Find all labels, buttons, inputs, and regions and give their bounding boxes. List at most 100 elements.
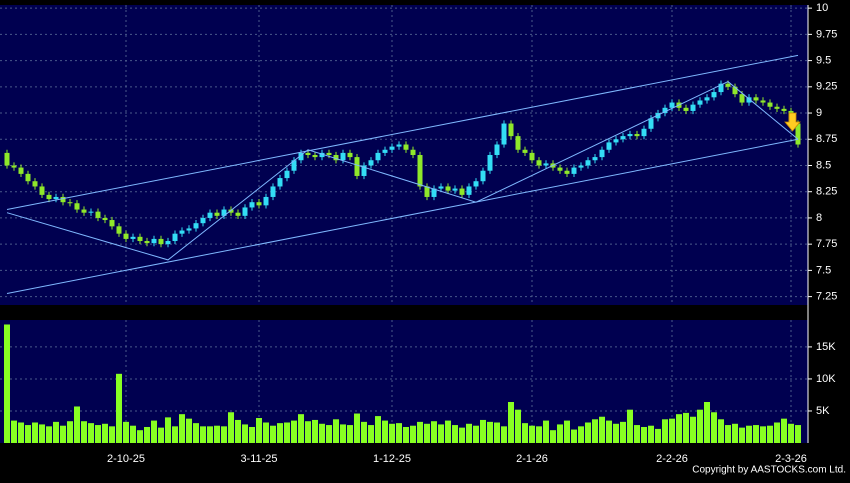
volume-bar — [340, 424, 346, 443]
candle-body — [277, 178, 283, 187]
volume-bar — [578, 426, 584, 443]
x-tick-label: 3-11-25 — [240, 453, 277, 465]
volume-bar — [109, 426, 115, 443]
volume-bar — [361, 421, 367, 443]
candle-body — [340, 152, 346, 161]
volume-bar — [137, 430, 143, 443]
volume-bar — [725, 425, 731, 443]
candle-body — [522, 149, 528, 153]
volume-bar — [123, 421, 129, 443]
volume-bar — [711, 412, 717, 443]
volume-bar — [466, 423, 472, 443]
y-tick-label: 9.5 — [816, 55, 831, 67]
volume-bar — [592, 419, 598, 443]
candle-body — [312, 155, 318, 158]
trend-line — [6, 138, 799, 294]
candle-body — [599, 149, 605, 158]
trend-line — [6, 80, 799, 261]
price-panel — [0, 5, 808, 305]
volume-bar — [4, 324, 10, 443]
volume-bar — [228, 412, 234, 443]
candle-body — [501, 123, 507, 145]
volume-bar — [774, 422, 780, 443]
candle-body — [473, 181, 479, 187]
candle-body — [403, 144, 409, 150]
candle-body — [179, 230, 185, 234]
volume-bar — [263, 422, 269, 443]
volume-bar — [508, 402, 514, 443]
volume-bar — [347, 425, 353, 443]
signal-arrow — [784, 112, 801, 132]
volume-bar — [32, 422, 38, 443]
volume-bar — [11, 420, 17, 443]
candle-body — [690, 104, 696, 111]
volume-bar — [662, 419, 668, 443]
candle-body — [18, 167, 24, 174]
candle-body — [151, 238, 157, 244]
volume-bar — [25, 425, 31, 443]
volume-bar — [214, 425, 220, 443]
volume-bar — [718, 419, 724, 443]
candle-body — [25, 173, 31, 182]
volume-bar — [207, 426, 213, 443]
candle-body — [557, 167, 563, 171]
volume-bar — [382, 420, 388, 443]
candle-body — [571, 167, 577, 174]
candle-body — [193, 223, 199, 229]
volume-bar — [235, 419, 241, 443]
candle-body — [648, 118, 654, 129]
volume-bar — [739, 427, 745, 443]
y-tick-label: 15K — [816, 341, 836, 353]
candle-body — [431, 188, 437, 197]
candle-body — [445, 186, 451, 191]
volume-bar — [641, 426, 647, 443]
candle-body — [158, 238, 164, 245]
candle-body — [697, 100, 703, 105]
candle-body — [165, 241, 171, 245]
volume-bar — [221, 426, 227, 443]
volume-bar — [193, 423, 199, 443]
volume-bar — [648, 425, 654, 443]
volume-bar — [368, 425, 374, 443]
candle-body — [487, 155, 493, 171]
plot-layer: 7.25 7.5 7.75 8 8.25 8.5 8.75 9 9.25 9.5 9.75 10 5K 1… — [0, 2, 837, 465]
volume-bar — [655, 428, 661, 443]
volume-bar — [200, 426, 206, 443]
volume-bar — [788, 423, 794, 443]
candle-body — [375, 152, 381, 161]
candle-body — [382, 149, 388, 153]
y-tick-label: 7.75 — [816, 238, 837, 250]
volume-bar — [627, 409, 633, 443]
volume-bar — [543, 420, 549, 443]
volume-bar — [403, 426, 409, 443]
copyright: Copyright by AASTOCKS.com Ltd. — [692, 465, 846, 476]
candle-body — [606, 142, 612, 150]
volume-bar — [305, 421, 311, 443]
x-tick-label: 2-3-26 — [775, 453, 807, 465]
y-tick-label: 9.25 — [816, 81, 837, 93]
volume-bar — [95, 425, 101, 443]
candle-body — [305, 152, 311, 155]
volume-bar — [277, 423, 283, 443]
candle-body — [711, 92, 717, 98]
candle-body — [718, 83, 724, 93]
candle-body — [662, 107, 668, 114]
trend-line — [6, 54, 799, 211]
volume-bar — [599, 416, 605, 443]
candle-body — [480, 170, 486, 182]
candle-body — [200, 217, 206, 224]
candle-body — [88, 211, 94, 213]
candle-body — [109, 220, 115, 227]
volume-bar — [18, 422, 24, 443]
candle-body — [298, 152, 304, 161]
volume-bar — [494, 422, 500, 443]
candle-body — [347, 152, 353, 158]
candle-body — [767, 102, 773, 107]
volume-bar — [746, 425, 752, 443]
volume-bar — [452, 425, 458, 443]
candle-body — [39, 186, 45, 195]
candle-body — [655, 113, 661, 119]
volume-bar — [312, 419, 318, 443]
candle-body — [466, 186, 472, 195]
volume-bar — [116, 373, 122, 443]
